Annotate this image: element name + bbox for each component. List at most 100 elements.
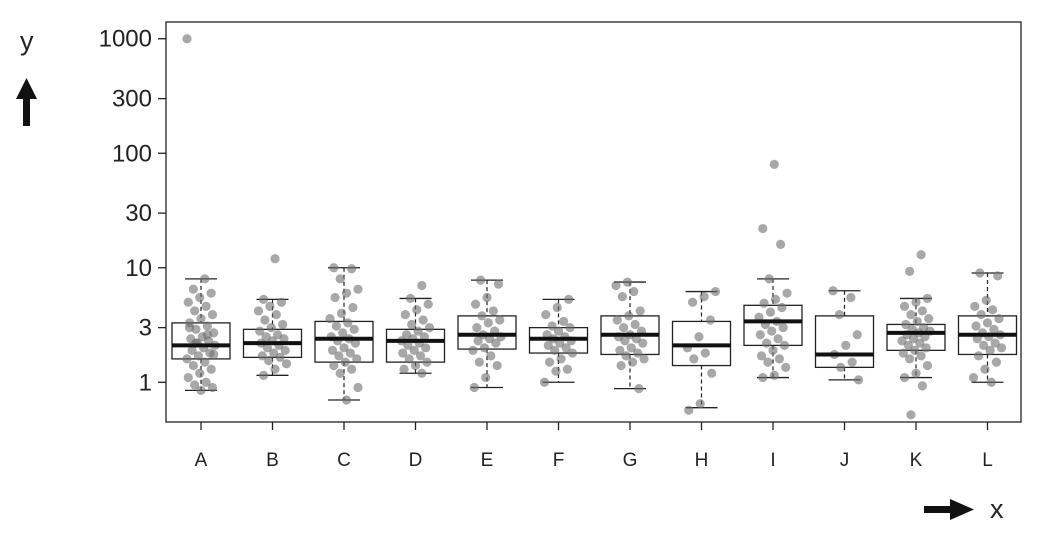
data-point [763,357,773,367]
x-axis-arrow-icon [924,499,974,520]
data-point [898,348,908,358]
data-point [853,375,864,385]
data-point [539,377,550,387]
data-point [552,302,562,313]
data-point [200,357,210,367]
data-point [477,311,487,321]
data-point [353,382,363,393]
data-point [410,360,421,371]
data-point [689,354,699,364]
data-point [258,370,269,380]
y-tick-label: 1 [139,369,152,396]
data-point [911,368,921,378]
data-point [617,292,627,302]
data-point [347,364,357,374]
x-tick-label: C [337,450,351,471]
data-point [899,301,910,311]
data-point [624,311,634,321]
data-point [687,297,698,307]
data-point [556,354,566,364]
data-point [271,309,281,320]
box-group-g [600,277,660,394]
data-point [348,302,358,313]
y-tick-label: 300 [112,86,152,113]
y-tick-label: 30 [125,200,152,227]
data-point [276,297,287,307]
data-point [903,340,913,350]
data-point [982,318,993,328]
box-group-l [957,268,1018,387]
data-point [922,360,933,371]
data-point [705,315,716,325]
data-point [195,292,205,303]
data-point [340,357,350,367]
data-point [547,321,557,331]
data-point [262,343,273,353]
data-point [561,343,571,353]
data-point [551,366,561,376]
box-group-j [814,286,875,385]
data-point [979,340,989,350]
data-point [335,368,345,378]
data-point [911,297,921,307]
data-point [331,321,341,331]
data-point [684,405,694,415]
data-point [266,323,276,333]
data-point [550,345,560,355]
data-point [329,263,339,273]
data-point [417,280,427,291]
y-axis-title: y [20,26,34,56]
data-point [699,292,709,302]
data-point [990,338,1000,348]
data-point [912,316,922,327]
data-point [996,343,1007,353]
data-point [695,399,705,409]
data-point [405,293,416,304]
data-point [994,313,1004,324]
data-point [777,302,787,313]
data-point [260,315,270,325]
data-point [182,34,192,44]
x-tick-label: G [623,450,638,471]
data-point [917,381,927,391]
data-point [281,359,292,369]
data-point [338,328,348,338]
x-tick-label: J [840,450,850,471]
box-group-k [886,250,946,420]
box-group-f [528,294,589,387]
data-point [207,382,218,393]
data-point [278,319,288,330]
data-point [330,292,340,303]
data-point [473,336,483,346]
data-point [564,294,574,304]
data-point [774,354,784,364]
data-point [468,345,478,355]
data-point [769,159,779,169]
data-point [469,382,479,393]
data-point [980,364,990,374]
data-point [184,323,195,333]
data-point [755,330,765,340]
data-point [493,279,504,289]
data-point [973,351,984,361]
data-point [421,343,431,353]
data-point [329,360,339,371]
data-point [758,372,768,383]
data-point [255,326,265,336]
data-point [353,284,363,294]
data-point [253,306,264,316]
data-point [543,340,553,350]
data-point [209,349,219,360]
data-point [412,305,422,315]
x-tick-label: F [553,450,565,471]
data-point [627,357,638,367]
data-point [334,351,344,361]
data-point [986,377,996,387]
data-point [901,319,911,330]
data-point [195,368,205,378]
data-point [968,372,979,383]
data-point [270,254,280,264]
data-point [630,319,640,330]
